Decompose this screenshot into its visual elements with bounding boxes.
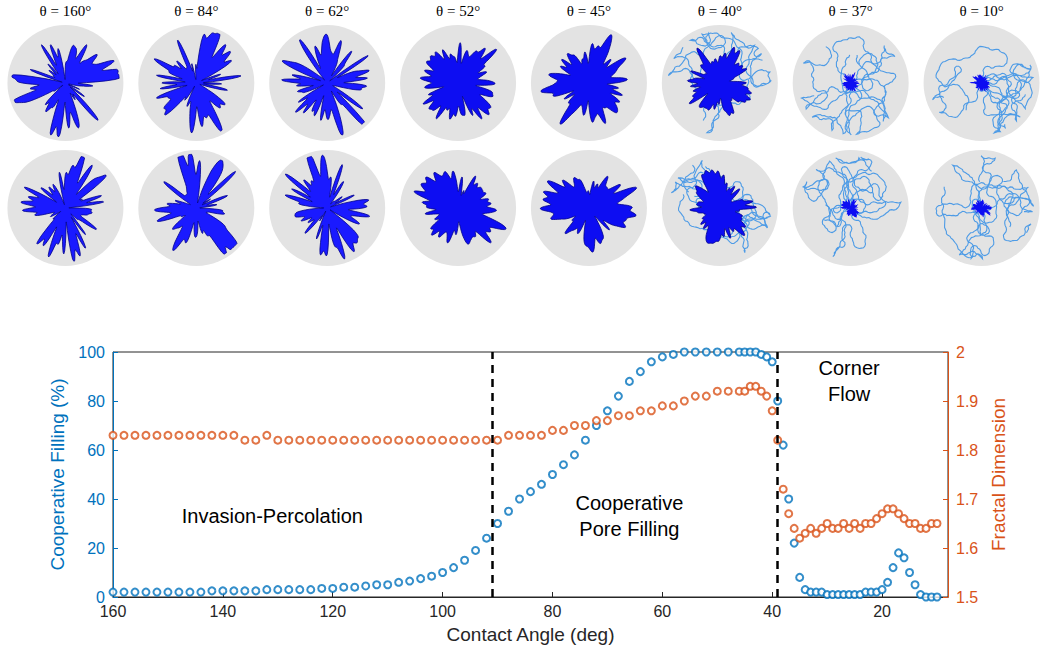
svg-text:θ = 37°: θ = 37° bbox=[829, 3, 873, 19]
svg-text:140: 140 bbox=[210, 603, 237, 620]
svg-text:0: 0 bbox=[96, 588, 105, 606]
svg-text:1.6: 1.6 bbox=[956, 540, 978, 557]
svg-text:θ = 45°: θ = 45° bbox=[567, 3, 611, 19]
svg-text:80: 80 bbox=[87, 393, 105, 410]
svg-text:60: 60 bbox=[653, 603, 671, 620]
svg-text:100: 100 bbox=[78, 344, 105, 361]
svg-text:1.5: 1.5 bbox=[956, 589, 978, 606]
svg-text:Cooperative Filling (%): Cooperative Filling (%) bbox=[47, 378, 68, 570]
svg-text:160: 160 bbox=[100, 603, 127, 620]
svg-text:20: 20 bbox=[873, 603, 891, 620]
svg-text:Pore Filling: Pore Filling bbox=[579, 518, 679, 540]
svg-text:1.9: 1.9 bbox=[956, 393, 978, 410]
svg-text:20: 20 bbox=[87, 540, 105, 557]
svg-text:θ = 40°: θ = 40° bbox=[698, 3, 742, 19]
svg-text:1.8: 1.8 bbox=[956, 442, 978, 459]
svg-text:Flow: Flow bbox=[828, 383, 871, 405]
svg-text:θ = 62°: θ = 62° bbox=[305, 3, 349, 19]
svg-text:40: 40 bbox=[763, 603, 781, 620]
svg-text:1.7: 1.7 bbox=[956, 491, 978, 508]
svg-text:Corner: Corner bbox=[819, 357, 880, 379]
svg-text:Invasion-Percolation: Invasion-Percolation bbox=[182, 505, 363, 527]
svg-text:Fractal Dimension: Fractal Dimension bbox=[988, 398, 1009, 551]
svg-text:2: 2 bbox=[956, 344, 965, 361]
svg-text:θ = 84°: θ = 84° bbox=[174, 3, 218, 19]
svg-text:40: 40 bbox=[87, 491, 105, 508]
svg-text:θ = 160°: θ = 160° bbox=[40, 3, 92, 19]
svg-text:60: 60 bbox=[87, 442, 105, 459]
svg-text:θ = 52°: θ = 52° bbox=[436, 3, 480, 19]
svg-text:θ = 10°: θ = 10° bbox=[959, 3, 1003, 19]
svg-text:Cooperative: Cooperative bbox=[575, 492, 683, 514]
svg-text:120: 120 bbox=[319, 603, 346, 620]
svg-text:100: 100 bbox=[429, 603, 456, 620]
svg-text:Contact Angle (deg): Contact Angle (deg) bbox=[447, 624, 615, 645]
svg-text:80: 80 bbox=[544, 603, 562, 620]
